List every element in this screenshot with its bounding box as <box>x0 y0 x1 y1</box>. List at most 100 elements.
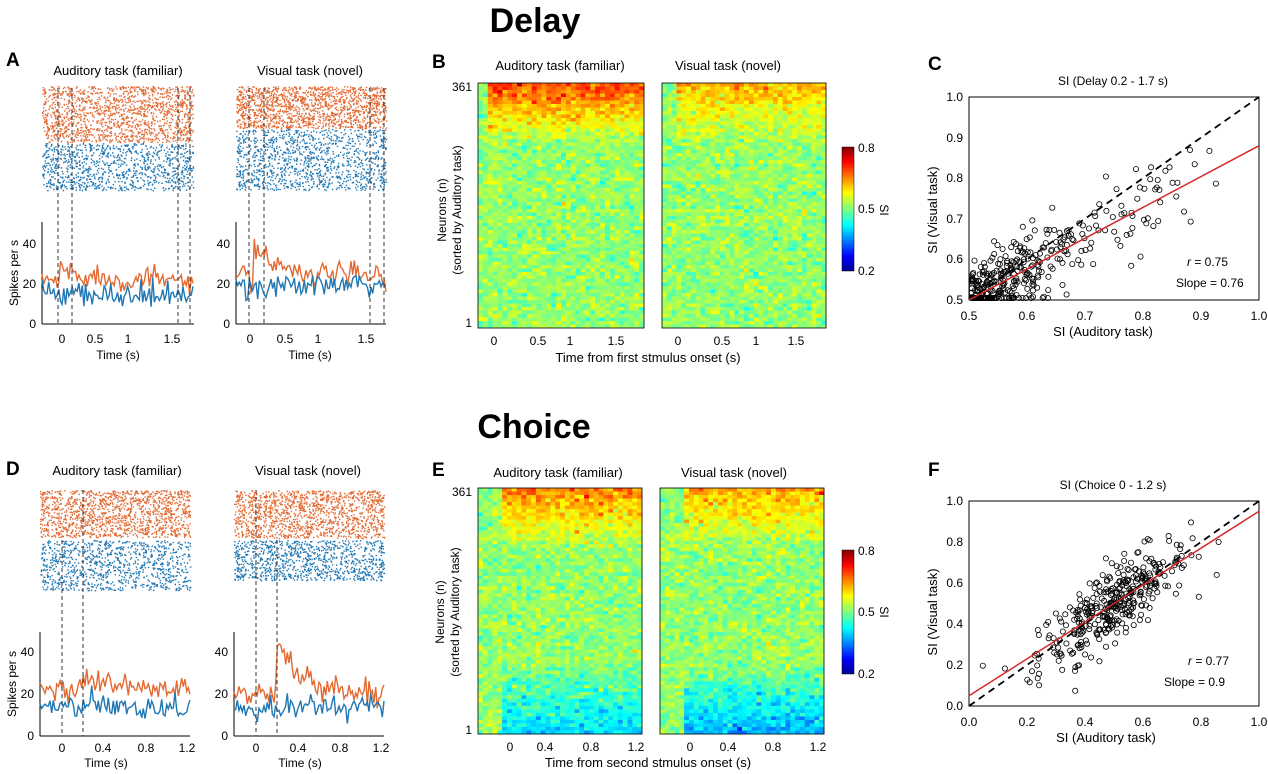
heatmap-cell <box>710 90 716 94</box>
heatmap-cell <box>507 86 513 91</box>
heatmap-cell <box>507 254 513 259</box>
heatmap-cell <box>639 265 645 269</box>
heatmap-cell <box>526 111 533 115</box>
heatmap-cell <box>671 191 677 196</box>
heatmap-cell <box>690 100 697 105</box>
heatmap-cell <box>686 149 692 154</box>
heatmap-cell <box>541 107 547 112</box>
heatmap-cell <box>609 254 616 259</box>
heatmap-cell <box>551 314 557 318</box>
heatmap-cell <box>521 174 528 178</box>
heatmap-cell <box>787 314 793 318</box>
heatmap-cell <box>639 268 645 273</box>
heatmap-cell <box>614 247 620 252</box>
heatmap-cell <box>521 321 528 325</box>
heatmap-cell <box>744 149 750 154</box>
heatmap-cell <box>715 258 721 262</box>
heatmap-cell <box>482 195 489 199</box>
heatmap-cell <box>487 100 494 105</box>
heatmap-cell <box>507 268 513 273</box>
heatmap-cell <box>614 219 620 224</box>
heatmap-cell <box>695 289 701 294</box>
heatmap-cell <box>821 100 827 105</box>
heatmap-cell <box>521 268 528 273</box>
heatmap-cell <box>517 93 523 98</box>
heatmap-cell <box>686 279 692 283</box>
heatmap-cell <box>763 170 769 175</box>
heatmap-cell <box>536 139 542 143</box>
heatmap-cell <box>729 153 735 157</box>
heatmap-cell <box>734 247 740 252</box>
heatmap-cell <box>719 310 726 315</box>
heatmap-cell <box>614 163 620 168</box>
heatmap-cell <box>634 195 640 199</box>
heatmap-cell <box>710 230 716 234</box>
heatmap-cell <box>700 261 706 266</box>
heatmap-cell <box>517 286 523 290</box>
heatmap-cell <box>734 272 740 276</box>
heatmap-cell <box>671 135 677 140</box>
heatmap-cell <box>502 146 508 150</box>
heatmap-cell <box>541 307 547 311</box>
heatmap-cell <box>797 226 803 231</box>
heatmap-cell <box>782 86 788 91</box>
heatmap-cell <box>811 233 817 238</box>
heatmap-cell <box>629 198 635 203</box>
heatmap-cell <box>575 142 581 147</box>
heatmap-cell <box>487 160 494 164</box>
heatmap-cell <box>662 314 668 318</box>
heatmap-cell <box>744 86 750 91</box>
heatmap-cell <box>546 279 552 283</box>
heatmap-cell <box>724 314 730 318</box>
heatmap-cell <box>531 153 537 157</box>
heatmap-cell <box>666 303 673 308</box>
heatmap-cell <box>821 219 827 224</box>
heatmap-cell <box>639 310 645 315</box>
heatmap-cell <box>634 303 640 308</box>
heatmap-cell <box>739 111 745 115</box>
heatmap-cell <box>614 121 620 126</box>
heatmap-cell <box>724 191 730 196</box>
heatmap-cell <box>575 303 581 308</box>
heatmap-cell <box>811 268 817 273</box>
heatmap-cell <box>512 272 518 276</box>
heatmap-cell <box>629 300 635 304</box>
heatmap-cell <box>561 174 567 178</box>
heatmap-cell <box>556 86 562 91</box>
heatmap-cell <box>792 139 798 143</box>
heatmap-cell <box>531 90 537 94</box>
heatmap-cell <box>624 286 630 290</box>
heatmap-cell <box>614 198 620 203</box>
heatmap-cell <box>624 268 630 273</box>
heatmap-cell <box>676 265 682 269</box>
heatmap-cell <box>768 254 774 259</box>
heatmap-cell <box>609 170 616 175</box>
heatmap-cell <box>624 275 630 280</box>
scatter-point <box>1118 211 1125 218</box>
heatmap-cell <box>575 275 581 280</box>
heatmap-cell <box>614 272 620 276</box>
heatmap-cell <box>782 142 788 147</box>
heatmap-cell <box>570 111 577 115</box>
heatmap-cell <box>666 153 673 157</box>
heatmap-cell <box>666 170 673 175</box>
heatmap-cell <box>614 86 620 91</box>
heatmap-cell <box>639 230 645 234</box>
heatmap-cell <box>705 135 711 140</box>
heatmap-cell <box>541 188 547 192</box>
heatmap-cell <box>478 275 484 280</box>
heatmap-cell <box>536 174 542 178</box>
heatmap-cell <box>526 97 533 101</box>
heatmap-cell <box>676 202 682 206</box>
heatmap-cell <box>619 174 625 178</box>
heatmap-cell <box>551 86 557 91</box>
heatmap-cell <box>619 156 625 161</box>
heatmap-cell <box>624 282 630 287</box>
heatmap-cell <box>590 83 596 87</box>
heatmap-cell <box>777 153 783 157</box>
heatmap-cell <box>624 93 630 98</box>
heatmap-cell <box>666 125 673 129</box>
heatmap-cell <box>662 251 668 255</box>
heatmap-cell <box>482 209 489 213</box>
heatmap-cell <box>700 191 706 196</box>
